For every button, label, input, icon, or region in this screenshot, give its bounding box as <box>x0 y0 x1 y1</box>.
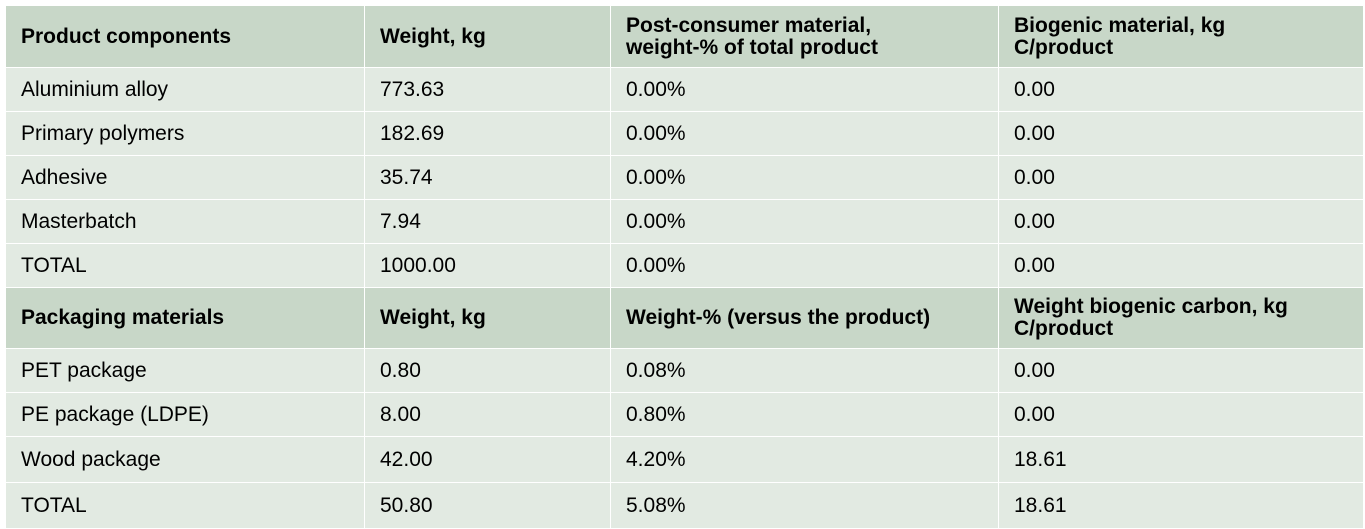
header-label: Weight-% (versus the product) <box>626 306 931 329</box>
cell-post-consumer: 0.00% <box>610 67 999 112</box>
cell-biogenic: 0.00 <box>998 243 1364 288</box>
header-label: Packaging materials <box>21 306 225 329</box>
header-weight-percent: Weight-% (versus the product) <box>610 287 999 349</box>
cell-component-name: Masterbatch <box>5 199 365 244</box>
cell-weight: 50.80 <box>364 482 611 529</box>
header-label: Weight, kg <box>380 25 486 48</box>
cell-total-label: TOTAL <box>5 243 365 288</box>
header-weight-kg: Weight, kg <box>364 5 611 68</box>
cell-component-name: Primary polymers <box>5 111 365 156</box>
table-row: Primary polymers 182.69 0.00% 0.00 <box>5 111 1364 156</box>
cell-weight: 42.00 <box>364 436 611 483</box>
header-label-line2: C/product <box>1014 317 1114 340</box>
cell-weight: 773.63 <box>364 67 611 112</box>
cell-packaging-name: PET package <box>5 348 365 393</box>
header-label-line1: Biogenic material, kg <box>1014 14 1226 37</box>
cell-biogenic: 0.00 <box>998 67 1364 112</box>
table-row: Aluminium alloy 773.63 0.00% 0.00 <box>5 67 1364 112</box>
cell-weight: 0.80 <box>364 348 611 393</box>
cell-component-name: Aluminium alloy <box>5 67 365 112</box>
cell-packaging-name: PE package (LDPE) <box>5 392 365 437</box>
cell-post-consumer: 0.00% <box>610 111 999 156</box>
cell-weight: 35.74 <box>364 155 611 200</box>
cell-weight-percent: 4.20% <box>610 436 999 483</box>
header-label-line2: C/product <box>1014 36 1114 59</box>
cell-component-name: Adhesive <box>5 155 365 200</box>
total-row: TOTAL 50.80 5.08% 18.61 <box>5 482 1364 529</box>
header-label-line2: weight-% of total product <box>626 36 878 59</box>
header-biogenic-material: Biogenic material, kg C/product <box>998 5 1364 68</box>
cell-weight: 8.00 <box>364 392 611 437</box>
table-row: Adhesive 35.74 0.00% 0.00 <box>5 155 1364 200</box>
header-label-line1: Post-consumer material, <box>626 14 872 37</box>
cell-biogenic: 0.00 <box>998 111 1364 156</box>
cell-weight: 7.94 <box>364 199 611 244</box>
cell-biogenic: 0.00 <box>998 199 1364 244</box>
table-row: PET package 0.80 0.08% 0.00 <box>5 348 1364 393</box>
cell-biogenic-carbon: 0.00 <box>998 392 1364 437</box>
packaging-header-row: Packaging materials Weight, kg Weight-% … <box>5 287 1364 349</box>
cell-biogenic-carbon: 0.00 <box>998 348 1364 393</box>
header-biogenic-carbon: Weight biogenic carbon, kg C/product <box>998 287 1364 349</box>
cell-biogenic-carbon: 18.61 <box>998 436 1364 483</box>
table-row: Wood package 42.00 4.20% 18.61 <box>5 436 1364 483</box>
header-product-components: Product components <box>5 5 365 68</box>
components-header-row: Product components Weight, kg Post-consu… <box>5 5 1364 68</box>
cell-packaging-name: Wood package <box>5 436 365 483</box>
cell-post-consumer: 0.00% <box>610 243 999 288</box>
total-row: TOTAL 1000.00 0.00% 0.00 <box>5 243 1364 288</box>
table-row: PE package (LDPE) 8.00 0.80% 0.00 <box>5 392 1364 437</box>
header-label-line1: Weight biogenic carbon, kg <box>1014 295 1288 318</box>
cell-weight-percent: 0.80% <box>610 392 999 437</box>
product-components-table: Product components Weight, kg Post-consu… <box>5 5 1364 529</box>
header-weight-kg: Weight, kg <box>364 287 611 349</box>
cell-biogenic-carbon: 18.61 <box>998 482 1364 529</box>
header-label: Weight, kg <box>380 306 486 329</box>
header-label: Product components <box>21 25 232 48</box>
cell-biogenic: 0.00 <box>998 155 1364 200</box>
cell-weight: 1000.00 <box>364 243 611 288</box>
cell-weight-percent: 0.08% <box>610 348 999 393</box>
cell-weight: 182.69 <box>364 111 611 156</box>
cell-post-consumer: 0.00% <box>610 199 999 244</box>
table-row: Masterbatch 7.94 0.00% 0.00 <box>5 199 1364 244</box>
header-packaging-materials: Packaging materials <box>5 287 365 349</box>
cell-total-label: TOTAL <box>5 482 365 529</box>
cell-weight-percent: 5.08% <box>610 482 999 529</box>
cell-post-consumer: 0.00% <box>610 155 999 200</box>
header-post-consumer: Post-consumer material, weight-% of total… <box>610 5 999 68</box>
